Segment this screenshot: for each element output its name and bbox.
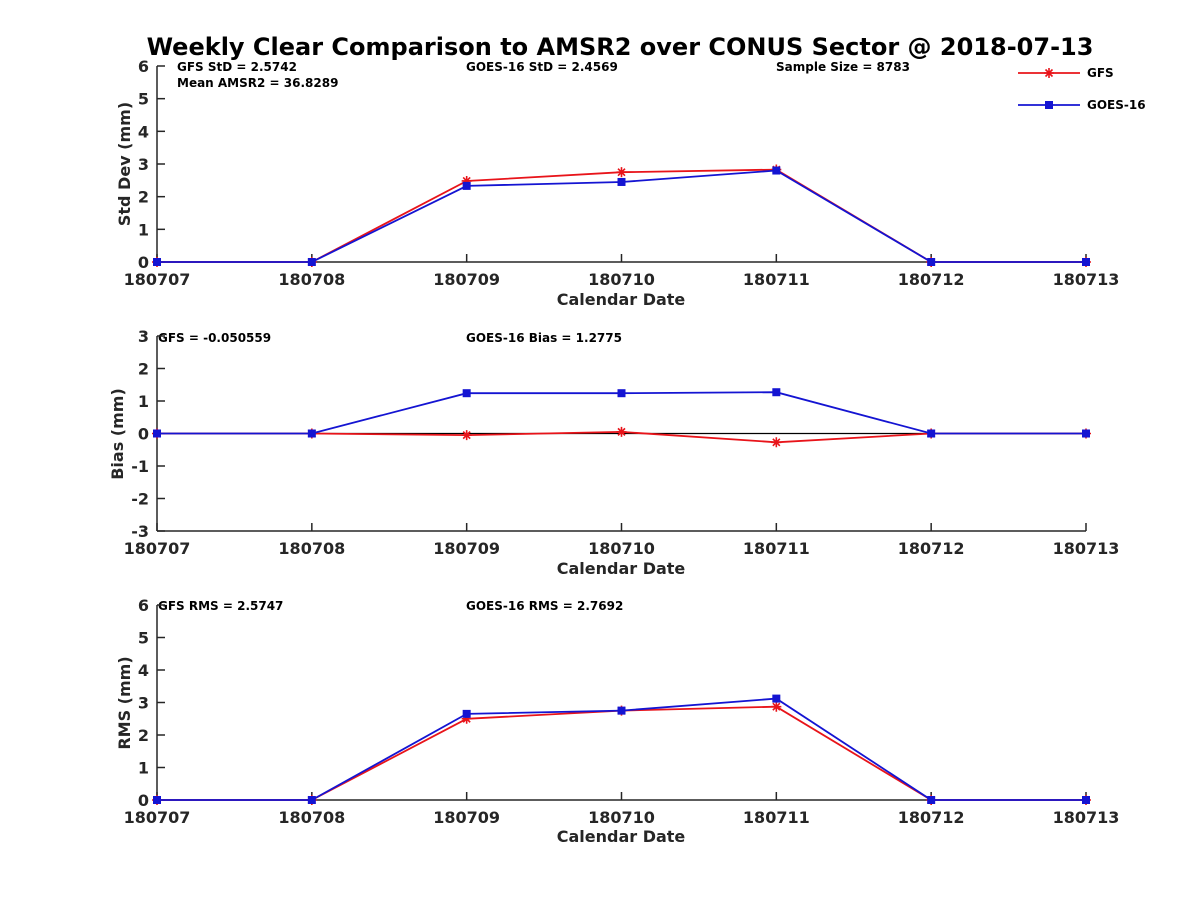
x-tick-label: 180709 — [433, 808, 500, 827]
data-point-goes16 — [1082, 429, 1090, 438]
data-point-gfs — [461, 430, 472, 441]
data-point-goes16 — [462, 389, 471, 398]
x-tick-label: 180707 — [124, 539, 191, 558]
x-tick-label: 180707 — [124, 270, 191, 289]
x-tick-label: 180708 — [278, 270, 345, 289]
gfs-std-annotation: GFS StD = 2.5742 — [177, 60, 297, 74]
legend-marker-gfs — [1044, 68, 1054, 78]
data-point-goes16 — [617, 706, 626, 715]
bias-panel: GFS = -0.050559 GOES-16 Bias = 1.2775 Bi… — [108, 327, 1119, 578]
legend-entry-goes16: GOES-16 — [1018, 98, 1146, 112]
y-tick-label: 1 — [138, 392, 149, 411]
data-point-goes16 — [927, 429, 936, 438]
y-axis-label: Std Dev (mm) — [115, 102, 134, 226]
x-axis-label: Calendar Date — [557, 827, 686, 846]
x-tick-label: 180708 — [278, 808, 345, 827]
data-point-goes16 — [153, 796, 161, 804]
data-point-gfs — [771, 437, 782, 448]
goes16-std-annotation: GOES-16 StD = 2.4569 — [466, 60, 618, 74]
x-axis-label: Calendar Date — [557, 290, 686, 309]
x-tick-label: 180711 — [743, 539, 810, 558]
data-point-goes16 — [1082, 258, 1090, 266]
y-tick-label: 3 — [138, 155, 149, 174]
y-tick-label: -2 — [131, 490, 149, 509]
gfs-rms-annotation: GFS RMS = 2.5747 — [158, 599, 283, 613]
y-tick-label: 6 — [138, 57, 149, 76]
data-point-gfs — [461, 713, 472, 724]
x-tick-label: 180713 — [1053, 270, 1120, 289]
x-axis-label: Calendar Date — [557, 559, 686, 578]
x-tick-label: 180710 — [588, 539, 655, 558]
data-point-goes16 — [772, 388, 781, 397]
goes16-bias-annotation: GOES-16 Bias = 1.2775 — [466, 331, 622, 345]
mean-amsr2-annotation: Mean AMSR2 = 36.8289 — [177, 76, 338, 90]
y-tick-label: 5 — [138, 90, 149, 109]
x-tick-label: 180711 — [743, 270, 810, 289]
data-point-goes16 — [307, 429, 316, 438]
y-tick-label: 3 — [138, 327, 149, 346]
y-tick-label: 0 — [138, 425, 149, 444]
data-point-goes16 — [772, 166, 781, 175]
x-tick-label: 180707 — [124, 808, 191, 827]
gfs-bias-annotation: GFS = -0.050559 — [158, 331, 271, 345]
legend-label-gfs: GFS — [1087, 66, 1114, 80]
data-point-goes16 — [462, 709, 471, 718]
std-dev-panel: GFS StD = 2.5742 Mean AMSR2 = 36.8289 GO… — [115, 57, 1119, 309]
data-point-goes16 — [307, 258, 316, 266]
data-point-goes16 — [1082, 796, 1090, 804]
rms-series-line-gfs — [157, 705, 1086, 801]
goes16-rms-annotation: GOES-16 RMS = 2.7692 — [466, 599, 623, 613]
data-point-goes16 — [462, 181, 471, 190]
y-axis-label: RMS (mm) — [115, 656, 134, 749]
data-point-goes16 — [617, 177, 626, 186]
x-tick-label: 180712 — [898, 270, 965, 289]
y-tick-label: 0 — [138, 253, 149, 272]
y-tick-label: 2 — [138, 726, 149, 745]
y-axis-label: Bias (mm) — [108, 388, 127, 480]
legend-marker-goes16 — [1045, 101, 1053, 109]
data-point-goes16 — [153, 258, 161, 266]
x-tick-label: 180710 — [588, 270, 655, 289]
rms-panel: GFS RMS = 2.5747 GOES-16 RMS = 2.7692 RM… — [115, 596, 1119, 846]
data-point-gfs — [616, 426, 627, 437]
x-tick-label: 180708 — [278, 539, 345, 558]
y-tick-label: 6 — [138, 596, 149, 615]
data-point-goes16 — [307, 796, 316, 804]
data-point-gfs — [771, 701, 782, 712]
data-point-gfs — [461, 175, 472, 186]
x-tick-label: 180709 — [433, 270, 500, 289]
y-tick-label: 1 — [138, 759, 149, 778]
y-tick-label: 1 — [138, 220, 149, 239]
legend-label-goes16: GOES-16 — [1087, 98, 1146, 112]
y-tick-label: 4 — [138, 122, 149, 141]
y-tick-label: -1 — [131, 457, 149, 476]
data-point-goes16 — [153, 429, 161, 438]
x-tick-label: 180711 — [743, 808, 810, 827]
y-tick-label: -3 — [131, 522, 149, 541]
y-tick-label: 3 — [138, 694, 149, 713]
x-tick-label: 180709 — [433, 539, 500, 558]
legend: GFS GOES-16 — [1018, 66, 1146, 112]
y-tick-label: 4 — [138, 661, 149, 680]
data-point-goes16 — [617, 389, 626, 398]
x-tick-label: 180712 — [898, 539, 965, 558]
sample-size-annotation: Sample Size = 8783 — [776, 60, 910, 74]
legend-entry-gfs: GFS — [1018, 66, 1114, 80]
x-tick-label: 180712 — [898, 808, 965, 827]
data-point-goes16 — [927, 258, 936, 266]
data-point-goes16 — [772, 694, 781, 703]
x-tick-label: 180713 — [1053, 808, 1120, 827]
y-tick-label: 2 — [138, 188, 149, 207]
y-tick-label: 0 — [138, 791, 149, 810]
x-tick-label: 180713 — [1053, 539, 1120, 558]
data-point-gfs — [616, 167, 627, 178]
data-point-goes16 — [927, 796, 936, 804]
y-tick-label: 2 — [138, 360, 149, 379]
y-tick-label: 5 — [138, 629, 149, 648]
x-tick-label: 180710 — [588, 808, 655, 827]
chart-title: Weekly Clear Comparison to AMSR2 over CO… — [147, 33, 1094, 61]
